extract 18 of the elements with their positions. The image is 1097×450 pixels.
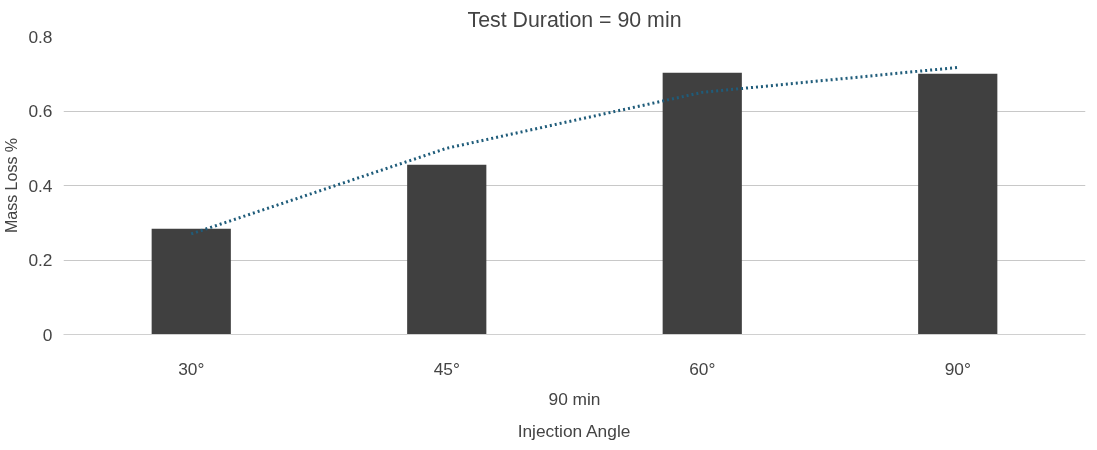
chart-title: Test Duration = 90 min [467,7,682,32]
text: 90 min [548,388,601,409]
x-tick-label: 90° [944,358,971,379]
y-tick-label: 0.4 [28,175,53,196]
y-tick-label: 0.2 [28,250,53,270]
x-tick-label: 30° [178,358,205,379]
y-axis-title: Mass Loss % [3,137,21,234]
line-series [189,65,960,236]
y-tick-label: 0.8 [28,26,53,47]
bar [151,228,231,335]
x-tick-label: 60° [689,358,716,379]
y-tick-label: 0.6 [28,101,53,121]
bar [662,72,742,335]
bar [407,164,487,335]
y-tick-label: 0 [42,324,53,345]
x-tick-label: 45° [433,358,460,379]
x-axis-title: Injection Angle [517,420,631,441]
bar [918,73,998,335]
